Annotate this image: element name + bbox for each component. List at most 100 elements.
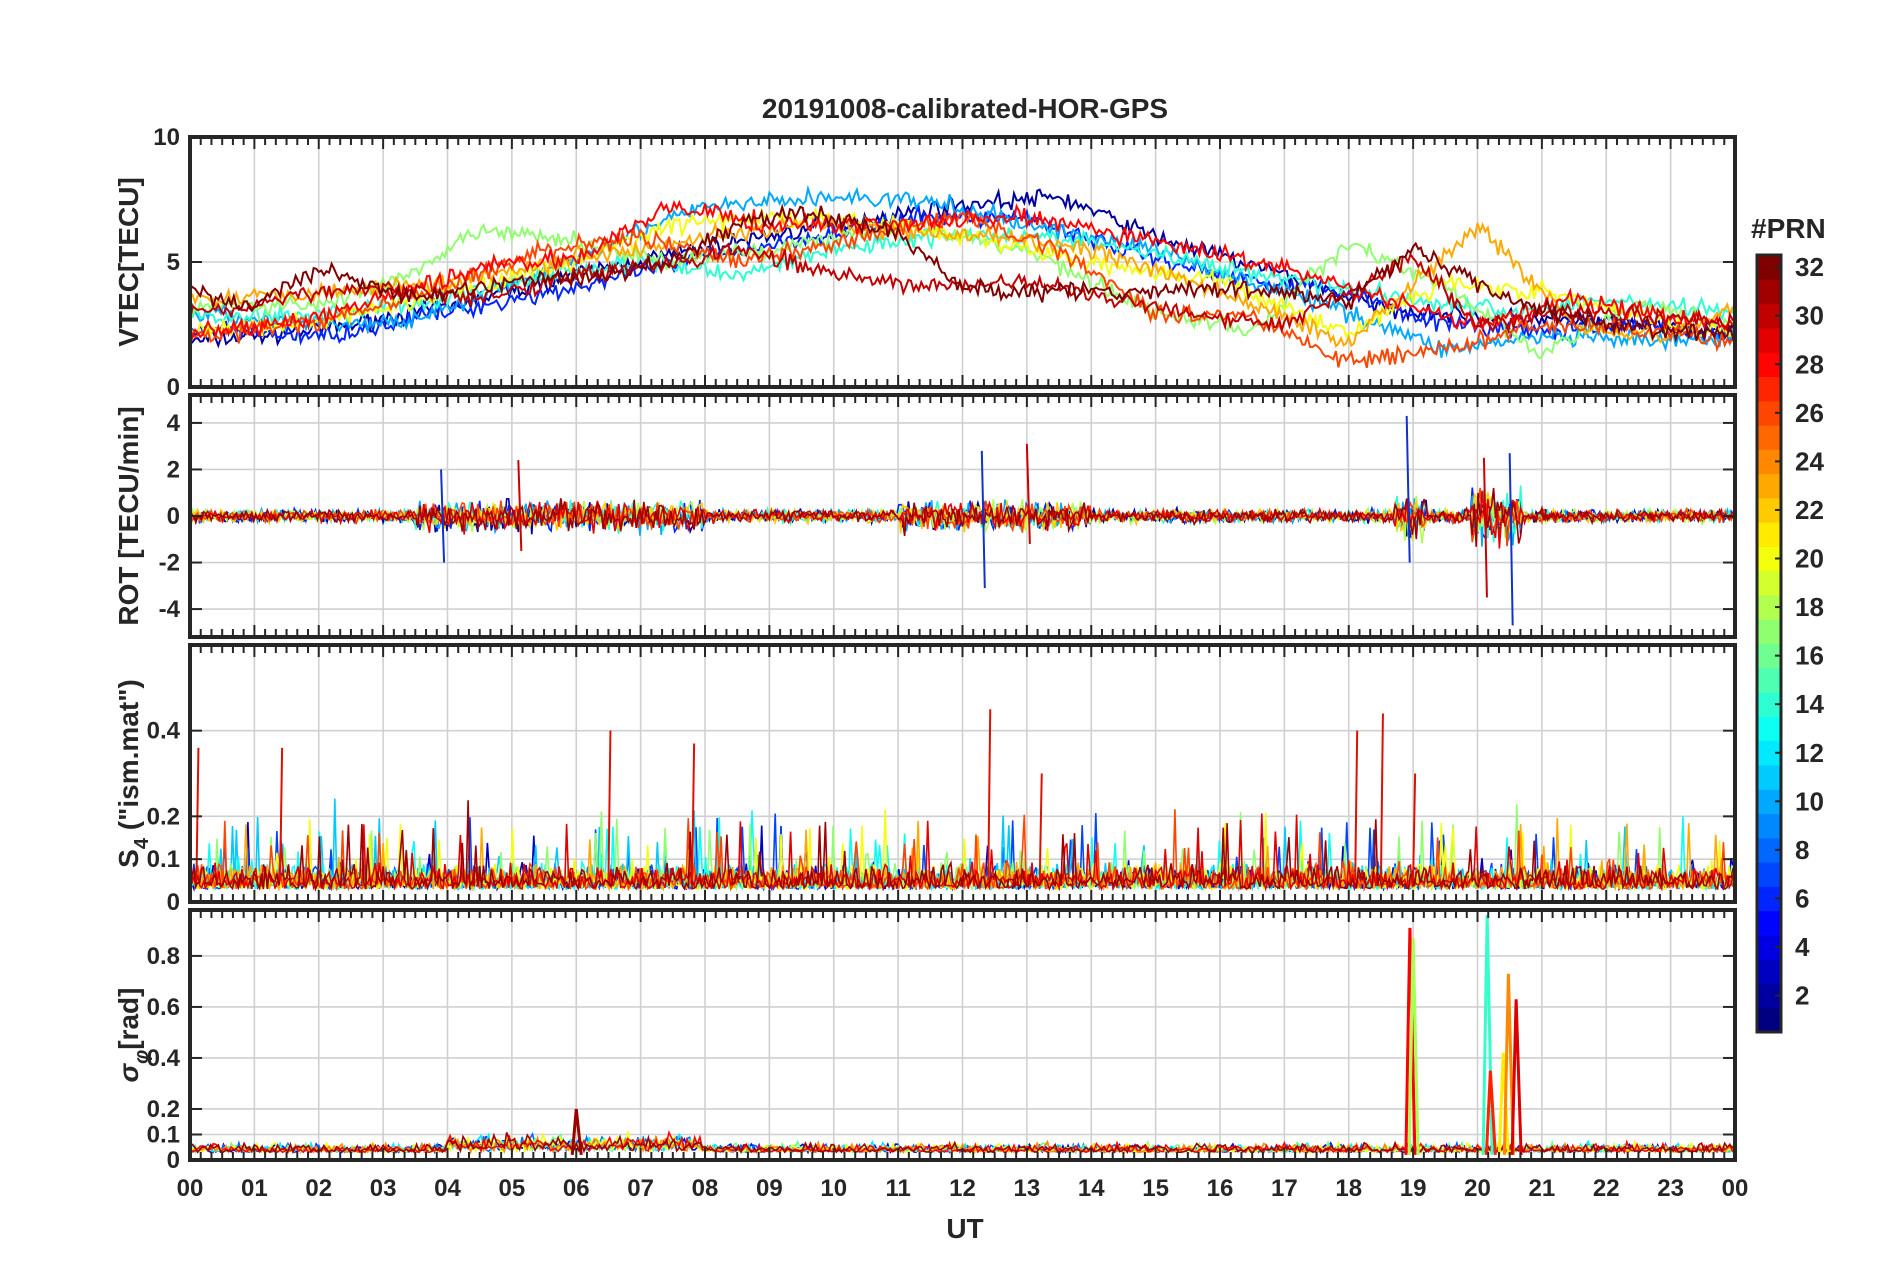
s4-peak	[987, 709, 992, 881]
rot-burst	[1508, 453, 1514, 626]
sigma-spike	[1502, 973, 1515, 1155]
colorbar-swatch	[1757, 959, 1781, 985]
colorbar-swatch	[1757, 619, 1781, 645]
x-tick-label: 09	[756, 1175, 783, 1202]
colorbar-swatch	[1757, 813, 1781, 839]
s4-peak	[195, 747, 200, 881]
y-tick-label: 2	[167, 456, 180, 483]
x-tick-label: 13	[1014, 1175, 1041, 1202]
panel-1: 0 5 10 VTEC[TECU]	[113, 124, 1737, 401]
s4-peak	[1412, 773, 1417, 881]
y-tick-label: 0.2	[147, 1096, 180, 1123]
colorbar-tick-label: 8	[1795, 835, 1809, 865]
x-tick-label: 10	[820, 1175, 847, 1202]
panel-4: 00.10.2 0.4 0.6 0.8 σφ[rad]	[113, 908, 1737, 1174]
colorbar-tick-label: 24	[1795, 446, 1824, 476]
y-tick-label: -2	[159, 550, 180, 577]
y-tick-label: 0.8	[147, 943, 180, 970]
y-tick-label: 10	[153, 124, 180, 151]
colorbar-swatch	[1757, 279, 1781, 305]
y-axis-label: S4 ("ism.mat")	[113, 679, 153, 868]
s4-peak	[1354, 730, 1359, 881]
y-tick-label: 0.4	[147, 1045, 181, 1072]
figure-title: 20191008-calibrated-HOR-GPS	[762, 93, 1168, 124]
sigma-spike	[1407, 938, 1420, 1155]
series-prn-31	[190, 487, 1734, 547]
y-tick-label: 0.1	[147, 846, 180, 873]
colorbar-frame	[1755, 253, 1783, 1034]
rot-burst	[517, 460, 523, 551]
colorbar-tick-label: 32	[1795, 252, 1824, 282]
colorbar-tick-label: 30	[1795, 301, 1824, 331]
x-tick-label: 14	[1078, 1175, 1105, 1202]
colorbar-swatch	[1757, 376, 1781, 402]
colorbar-tick-label: 14	[1795, 689, 1824, 719]
y-tick-label: 0	[167, 374, 180, 401]
x-tick-label: 08	[692, 1175, 719, 1202]
x-tick-label: 18	[1335, 1175, 1362, 1202]
colorbar-tick-label: 6	[1795, 883, 1809, 913]
colorbar-swatch	[1757, 570, 1781, 596]
colorbar-swatch	[1757, 424, 1781, 450]
s4-peak	[1379, 713, 1384, 881]
y-tick-label: 0.1	[147, 1121, 180, 1148]
x-tick-label: 15	[1142, 1175, 1169, 1202]
x-tick-label: 00	[177, 1175, 204, 1202]
y-tick-label: 4	[167, 410, 181, 437]
colorbar-swatch	[1757, 1007, 1781, 1033]
series-prn-32	[190, 203, 1735, 346]
x-tick-label: 06	[563, 1175, 590, 1202]
y-tick-label: 0	[167, 889, 180, 916]
colorbar-tick-label: 12	[1795, 738, 1824, 768]
series-prn-31	[190, 800, 1734, 892]
x-tick-label: 00	[1722, 1175, 1749, 1202]
sigma-spike	[1510, 999, 1523, 1155]
x-tick-label: 16	[1207, 1175, 1234, 1202]
y-tick-label: 0.4	[147, 718, 181, 745]
sigma-spike	[1484, 1070, 1497, 1155]
rot-burst	[1405, 415, 1411, 563]
x-tick-label: 12	[949, 1175, 976, 1202]
rot-burst	[1482, 457, 1488, 598]
y-tick-label: 0	[167, 1147, 180, 1174]
s4-peak	[607, 730, 612, 881]
x-tick-label: 07	[627, 1175, 654, 1202]
x-tick-label: 11	[885, 1175, 910, 1202]
rot-burst	[980, 450, 986, 589]
y-tick-label: -4	[159, 596, 181, 623]
y-axis-label: σφ[rad]	[113, 988, 153, 1083]
colorbar-tick-label: 10	[1795, 786, 1824, 816]
panel-3: 0 0.1 0.2 0.4S4 ("ism.mat")	[113, 643, 1737, 916]
colorbar-swatch	[1757, 667, 1781, 693]
colorbar-tick-label: 4	[1795, 932, 1810, 962]
colorbar-swatch	[1757, 327, 1781, 353]
y-tick-label: 5	[167, 249, 180, 276]
plot-area-2	[190, 415, 1734, 626]
colorbar-tick-label: 20	[1795, 544, 1824, 574]
x-tick-label: 01	[241, 1175, 268, 1202]
colorbar-swatch	[1757, 764, 1781, 790]
y-tick-label: 0.2	[147, 803, 180, 830]
x-tick-label: 22	[1593, 1175, 1620, 1202]
plot-area-1	[190, 184, 1735, 369]
y-tick-label: 0	[167, 503, 180, 530]
y-tick-label: 0.6	[147, 994, 180, 1021]
colorbar-tick-label: 2	[1795, 981, 1809, 1011]
colorbar-tick-label: 22	[1795, 495, 1824, 525]
s4-peak	[1038, 773, 1043, 881]
sigma-spike	[570, 1108, 583, 1156]
y-axis-label: VTEC[TECU]	[113, 177, 144, 347]
colorbar-swatch	[1757, 862, 1781, 887]
s4-peak	[691, 743, 696, 881]
x-tick-label: 04	[434, 1175, 461, 1202]
panel-2: -4 -2 0 2 4 ROT [TECU/min]	[113, 393, 1737, 639]
x-tick-label: 20	[1464, 1175, 1491, 1202]
y-axis-label: ROT [TECU/min]	[113, 406, 144, 625]
colorbar-title: #PRN	[1751, 213, 1826, 244]
x-tick-label: 23	[1657, 1175, 1684, 1202]
x-tick-label: 03	[370, 1175, 397, 1202]
x-tick-label: 21	[1529, 1175, 1556, 1202]
